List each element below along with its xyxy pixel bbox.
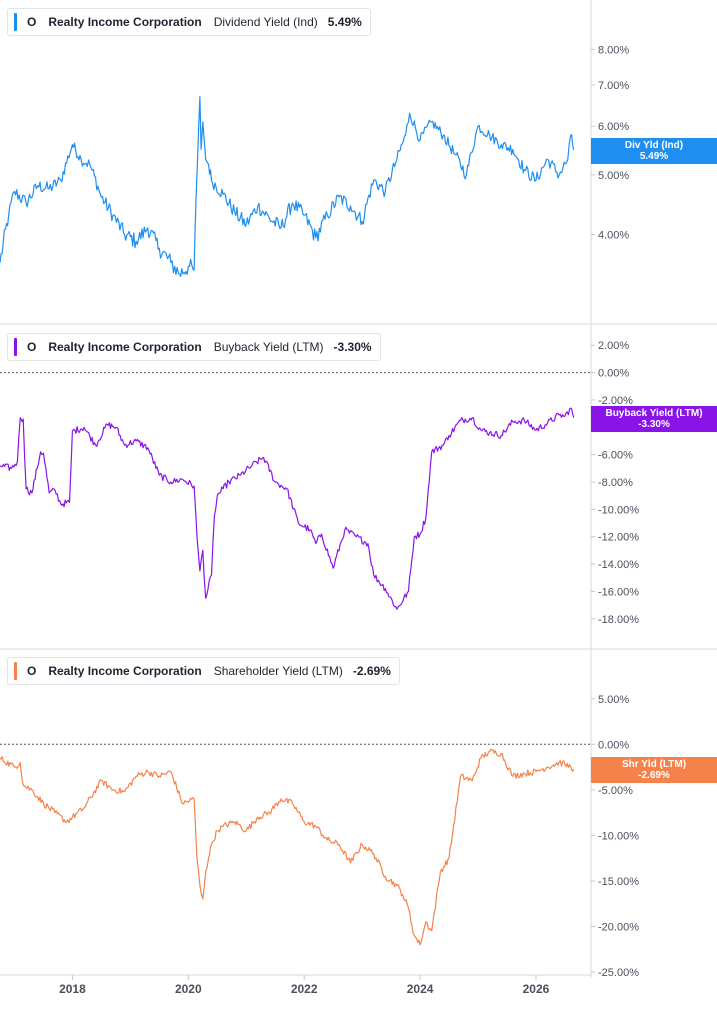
legend-company: Realty Income Corporation — [48, 15, 202, 29]
flag-value: 5.49% — [639, 150, 669, 162]
y-tick-label: -2.00% — [598, 395, 633, 407]
y-tick-label: -18.00% — [598, 614, 639, 626]
legend-metric: Buyback Yield (LTM) — [213, 340, 324, 354]
last-value-flag-shareholder: Shr Yld (LTM) -2.69% — [591, 756, 717, 783]
y-tick-label: 5.00% — [598, 170, 629, 182]
flag-value: -2.69% — [638, 769, 670, 781]
x-tick-label: 2022 — [291, 982, 318, 996]
x-tick-label: 2020 — [175, 982, 202, 996]
legend-ticker: O — [27, 664, 37, 678]
y-tick-label: 7.00% — [598, 80, 629, 92]
series-line-dividend — [0, 96, 575, 277]
y-tick-label: 6.00% — [598, 121, 629, 133]
flag-label: Buyback Yield (LTM) — [605, 407, 703, 419]
legend-dividend-yield[interactable]: O Realty Income Corporation Dividend Yie… — [7, 8, 371, 36]
x-tick-label: 2024 — [407, 982, 434, 996]
series-line-shareholder — [0, 748, 575, 946]
series-line-buyback — [0, 407, 575, 610]
series-color-swatch — [14, 662, 17, 680]
y-tick-label: 4.00% — [598, 230, 629, 242]
y-tick-label: -14.00% — [598, 559, 639, 571]
series-color-swatch — [14, 338, 17, 356]
legend-company: Realty Income Corporation — [48, 340, 202, 354]
legend-value: 5.49% — [327, 15, 362, 29]
y-tick-label: -6.00% — [598, 450, 633, 462]
y-tick-label: -25.00% — [598, 967, 639, 979]
y-tick-label: 0.00% — [598, 368, 629, 380]
y-tick-label: -5.00% — [598, 785, 633, 797]
y-tick-label: 0.00% — [598, 739, 629, 751]
y-tick-label: -12.00% — [598, 532, 639, 544]
legend-value: -3.30% — [333, 340, 372, 354]
y-tick-label: -16.00% — [598, 586, 639, 598]
last-value-flag-dividend: Div Yld (Ind) 5.49% — [591, 137, 717, 164]
y-tick-label: 5.00% — [598, 694, 629, 706]
y-tick-label: 8.00% — [598, 44, 629, 56]
last-value-flag-buyback: Buyback Yield (LTM) -3.30% — [591, 405, 717, 432]
y-tick-label: -10.00% — [598, 504, 639, 516]
legend-shareholder-yield[interactable]: O Realty Income Corporation Shareholder … — [7, 657, 400, 685]
legend-value: -2.69% — [352, 664, 391, 678]
x-tick-label: 2018 — [59, 982, 86, 996]
legend-company: Realty Income Corporation — [48, 664, 202, 678]
legend-metric: Shareholder Yield (LTM) — [213, 664, 343, 678]
flag-value: -3.30% — [638, 418, 670, 430]
y-tick-label: -20.00% — [598, 921, 639, 933]
y-tick-label: 2.00% — [598, 340, 629, 352]
legend-ticker: O — [27, 340, 37, 354]
legend-ticker: O — [27, 15, 37, 29]
x-tick-label: 2026 — [523, 982, 550, 996]
y-tick-label: -15.00% — [598, 876, 639, 888]
y-tick-label: -8.00% — [598, 477, 633, 489]
y-tick-label: -10.00% — [598, 830, 639, 842]
flag-label: Div Yld (Ind) — [624, 139, 684, 151]
flag-label: Shr Yld (LTM) — [621, 758, 687, 770]
series-color-swatch — [14, 13, 17, 31]
legend-buyback-yield[interactable]: O Realty Income Corporation Buyback Yiel… — [7, 333, 381, 361]
legend-metric: Dividend Yield (Ind) — [213, 15, 318, 29]
